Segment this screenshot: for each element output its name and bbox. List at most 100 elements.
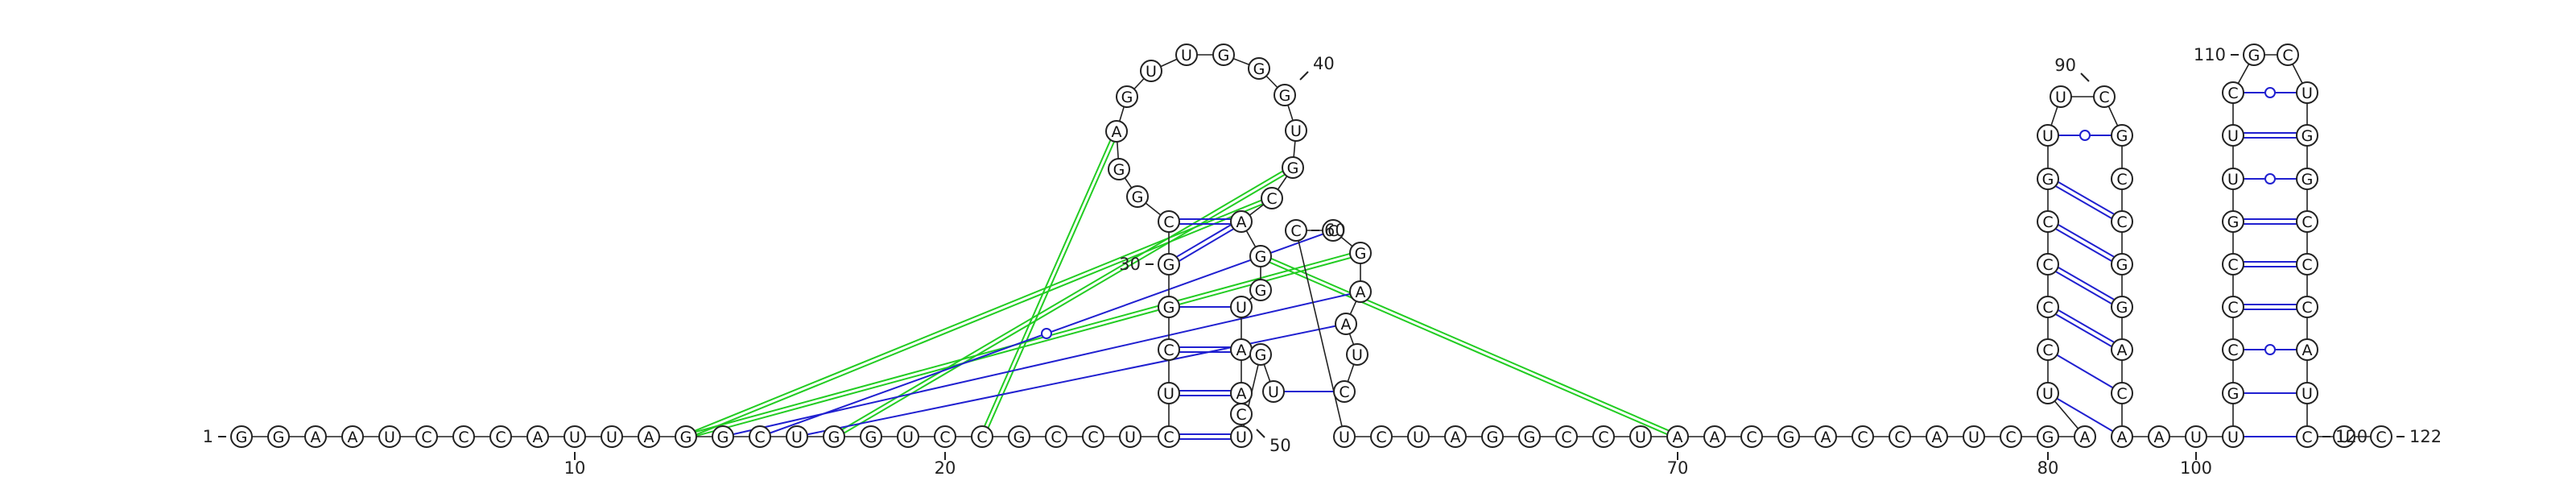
nucleotide-circle: [2111, 124, 2133, 147]
nucleotide-circle: [1666, 425, 1689, 448]
nucleotide: C: [1370, 425, 1393, 448]
nucleotide-circle: [2037, 296, 2059, 318]
base-pair-line: [2055, 313, 2112, 347]
nucleotide-letter: G: [2042, 171, 2054, 189]
nucleotide: U: [1333, 425, 1356, 448]
nucleotide-circle: [1261, 187, 1283, 209]
nucleotide-circle: [1285, 219, 1307, 242]
nucleotide-circle: [1370, 425, 1393, 448]
nucleotide-letter: A: [1356, 284, 1366, 301]
nucleotide-letter: A: [1451, 429, 1461, 446]
nucleotide: U: [897, 425, 919, 448]
numbering-label: 60: [1324, 221, 1346, 240]
nucleotide-letter: U: [1339, 429, 1350, 446]
nucleotide: G: [823, 425, 845, 448]
nucleotide-circle: [675, 425, 697, 448]
nucleotide: C: [2296, 210, 2318, 233]
nucleotide-letter: G: [236, 429, 248, 446]
nucleotide: G: [1158, 296, 1180, 318]
long-range-interaction: [1259, 257, 1678, 440]
nucleotide-circle: [601, 425, 623, 448]
nucleotide-circle: [1158, 382, 1180, 404]
nucleotide: G: [1248, 57, 1270, 80]
nucleotide: C: [1285, 219, 1307, 242]
nucleotide-letter: U: [2190, 429, 2202, 446]
nucleotide-circle: [2296, 168, 2318, 190]
nucleotide: G: [712, 425, 734, 448]
nucleotide-circle: [2050, 85, 2072, 108]
nucleotide: U: [2037, 382, 2059, 404]
nucleotide: C: [2222, 338, 2244, 361]
nucleotide-circle: [2222, 296, 2244, 318]
nucleotide-circle: [971, 425, 993, 448]
base-pair-line: [2058, 224, 2115, 258]
nucleotide-letter: A: [2117, 429, 2128, 446]
nucleotide: U: [1262, 380, 1285, 403]
nucleotide-letter: C: [2042, 342, 2053, 359]
nucleotide-letter: C: [2116, 171, 2127, 189]
nucleotide: C: [2111, 168, 2133, 190]
nucleotide-letter: G: [1287, 160, 1299, 177]
nucleotide-letter: U: [2301, 85, 2313, 102]
backbone: [242, 54, 2381, 437]
nucleotide-circle: [2296, 210, 2318, 233]
nucleotide: G: [230, 425, 253, 448]
nucleotide-circle: [2222, 338, 2244, 361]
nucleotide-letter: G: [1013, 429, 1026, 446]
nucleotide: C: [1852, 425, 1874, 448]
nucleotide-letter: A: [1112, 123, 1122, 141]
nucleotide-letter: U: [2042, 127, 2054, 145]
nucleotide-letter: G: [1524, 429, 1536, 446]
nucleotide: C: [452, 425, 475, 448]
nucleotide-letter: A: [2154, 429, 2165, 446]
nucleotide-circle: [378, 425, 401, 448]
nucleotide-circle: [1282, 156, 1304, 179]
nucleotide-circle: [749, 425, 771, 448]
nucleotide: A: [341, 425, 364, 448]
nucleotide: A: [304, 425, 327, 448]
nucleotide-letter: C: [2301, 299, 2312, 317]
nucleotide-letter: C: [2116, 213, 2127, 231]
nucleotide-letter: C: [2116, 385, 2127, 403]
nucleotide-circle: [564, 425, 586, 448]
nucleotide-letter: C: [1051, 429, 1061, 446]
base-pair-line: [2055, 228, 2112, 262]
nucleotide-circle: [1105, 120, 1128, 143]
nucleotide: U: [2296, 382, 2318, 404]
nucleotide-letter: U: [569, 429, 580, 446]
nucleotide: G: [1212, 44, 1235, 66]
nucleotide: U: [2037, 124, 2059, 147]
numbering-label: 122: [2409, 427, 2442, 446]
nucleotide: C: [2222, 253, 2244, 276]
nucleotide-circle: [1346, 343, 1368, 366]
nucleotide-circle: [2222, 168, 2244, 190]
nucleotide: C: [2296, 253, 2318, 276]
numbering-label: 90: [2054, 56, 2076, 75]
wobble-pair-marker: [2079, 130, 2091, 141]
nucleotide-letter: U: [1125, 429, 1136, 446]
nucleotide-circle: [489, 425, 512, 448]
nucleotide-circle: [1852, 425, 1874, 448]
nucleotide-letter: U: [2339, 429, 2350, 446]
nucleotide-letter: G: [717, 429, 729, 446]
nucleotide-letter: G: [1255, 282, 1267, 300]
numbering-label: 10: [564, 458, 586, 478]
numbering-tick: [1299, 71, 1309, 81]
nucleotide-circle: [1158, 338, 1180, 361]
long-range-interaction: [796, 323, 1347, 437]
nucleotide-letter: U: [1413, 429, 1424, 446]
nucleotide: C: [1230, 403, 1253, 425]
nucleotide-letter: G: [2227, 385, 2240, 403]
nucleotide: G: [2037, 168, 2059, 190]
nucleotide-letter: G: [2301, 127, 2314, 145]
nucleotide: C: [2093, 85, 2116, 108]
nucleotide: U: [1963, 425, 1985, 448]
nucleotide-letter: C: [1561, 429, 1571, 446]
nucleotide-letter: A: [2117, 342, 2128, 359]
nucleotide: U: [1140, 60, 1162, 82]
nucleotide: C: [1592, 425, 1615, 448]
nucleotide-letter: C: [2227, 342, 2238, 359]
nucleotide-circle: [1444, 425, 1467, 448]
nucleotide-circle: [2037, 338, 2059, 361]
nucleotide-letter: A: [1932, 429, 1942, 446]
